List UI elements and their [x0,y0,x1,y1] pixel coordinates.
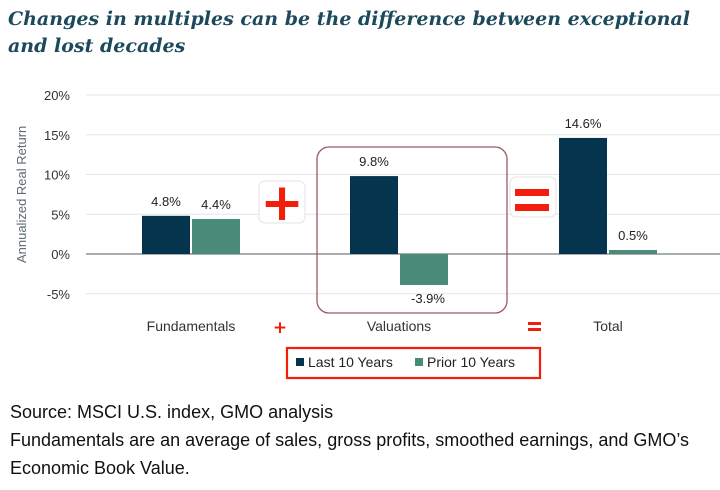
y-tick-label: 0% [51,247,70,262]
bar-chart: 20% 15% 10% 5% 0% -5% Annualized Real Return 4.… [14,88,720,380]
chart-title: Changes in multiples can be the differen… [8,8,690,57]
small-equals-icon [528,322,541,325]
legend-box [285,346,542,380]
data-label: 4.8% [151,194,181,209]
x-tick-label: Fundamentals [147,318,236,334]
y-tick-label: 15% [44,128,70,143]
plus-icon: + [260,173,304,233]
legend-label: Prior 10 Years [427,354,515,370]
y-tick-label: 10% [44,168,70,183]
legend-swatch [296,358,304,366]
x-tick-label: Valuations [367,318,431,334]
equals-icon [515,204,549,211]
bar-last-10-years [559,137,607,254]
legend-label: Last 10 Years [308,354,393,370]
data-label: 0.5% [618,228,648,243]
bar-prior-10-years [400,254,448,286]
data-label: 14.6% [565,116,602,131]
small-equals-icon [528,328,541,331]
y-tick-label: -5% [47,287,71,302]
y-tick-label: 5% [51,207,70,222]
valuations-highlight-box [316,146,508,314]
source-text: Source: MSCI U.S. index, GMO analysis [10,402,334,422]
small-plus-icon: + [273,318,287,338]
data-label: 9.8% [359,154,389,169]
bar-prior-10-years [609,250,657,254]
plus-badge [258,180,306,224]
legend-swatch [415,358,423,366]
equals-icon [515,189,549,196]
data-label: -3.9% [411,291,445,306]
bar-last-10-years [350,176,398,254]
bar-last-10-years [142,215,190,254]
data-label: 4.4% [201,197,231,212]
note-text: Fundamentals are an average of sales, gr… [10,430,690,478]
x-tick-label: Total [593,318,623,334]
y-axis-label: Annualized Real Return [14,126,29,263]
bar-prior-10-years [192,219,240,254]
y-tick-label: 20% [44,88,70,103]
